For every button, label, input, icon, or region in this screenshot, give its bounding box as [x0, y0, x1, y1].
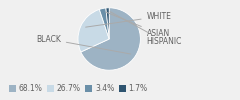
- Text: WHITE: WHITE: [86, 12, 172, 27]
- Wedge shape: [81, 8, 140, 70]
- Wedge shape: [78, 9, 109, 52]
- Text: BLACK: BLACK: [36, 34, 131, 54]
- Wedge shape: [99, 8, 109, 39]
- Legend: 68.1%, 26.7%, 3.4%, 1.7%: 68.1%, 26.7%, 3.4%, 1.7%: [6, 81, 150, 96]
- Text: HISPANIC: HISPANIC: [110, 12, 182, 46]
- Text: ASIAN: ASIAN: [106, 12, 170, 38]
- Wedge shape: [106, 8, 109, 39]
